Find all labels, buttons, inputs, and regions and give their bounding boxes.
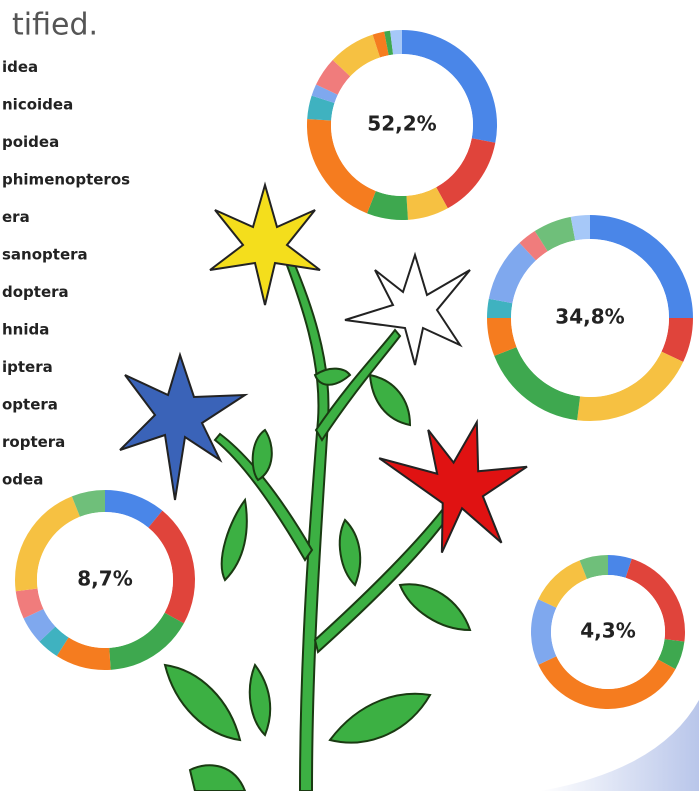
page-title: tified. [12,8,98,43]
donut-segment [371,202,407,208]
donut-segment [667,640,675,664]
donut-segment [323,90,327,100]
donut-segment [376,43,386,46]
donut-segment [583,565,608,570]
donut-segment [34,614,48,634]
donut-segment [392,42,402,43]
donut-segment [386,43,391,44]
center-label: 8,7% [77,567,132,591]
center-label: 34,8% [555,305,624,329]
donut-segment [407,198,442,208]
donut-segment [27,590,34,614]
center-label: 4,3% [580,619,635,643]
donut-segment [76,501,105,507]
donut-segment [319,99,323,119]
donut-segment [541,229,573,242]
center-label: 52,2% [367,112,436,136]
donut-charts: tified. 52,2% 34,8% 8,7% 4,3% [0,0,699,791]
donut-segment [573,227,590,229]
donut-segment [499,318,505,351]
infographic: ideanicoideapoideaphimenopteroserasanopt… [0,0,699,791]
donut-segment [541,603,547,660]
donut-segment [528,241,542,251]
donut-segment [63,647,110,659]
donut-segment [499,301,501,318]
donut-segment [608,565,629,568]
donut-segment [327,68,342,89]
donut-segment [672,318,681,357]
donut-segment [47,634,62,647]
